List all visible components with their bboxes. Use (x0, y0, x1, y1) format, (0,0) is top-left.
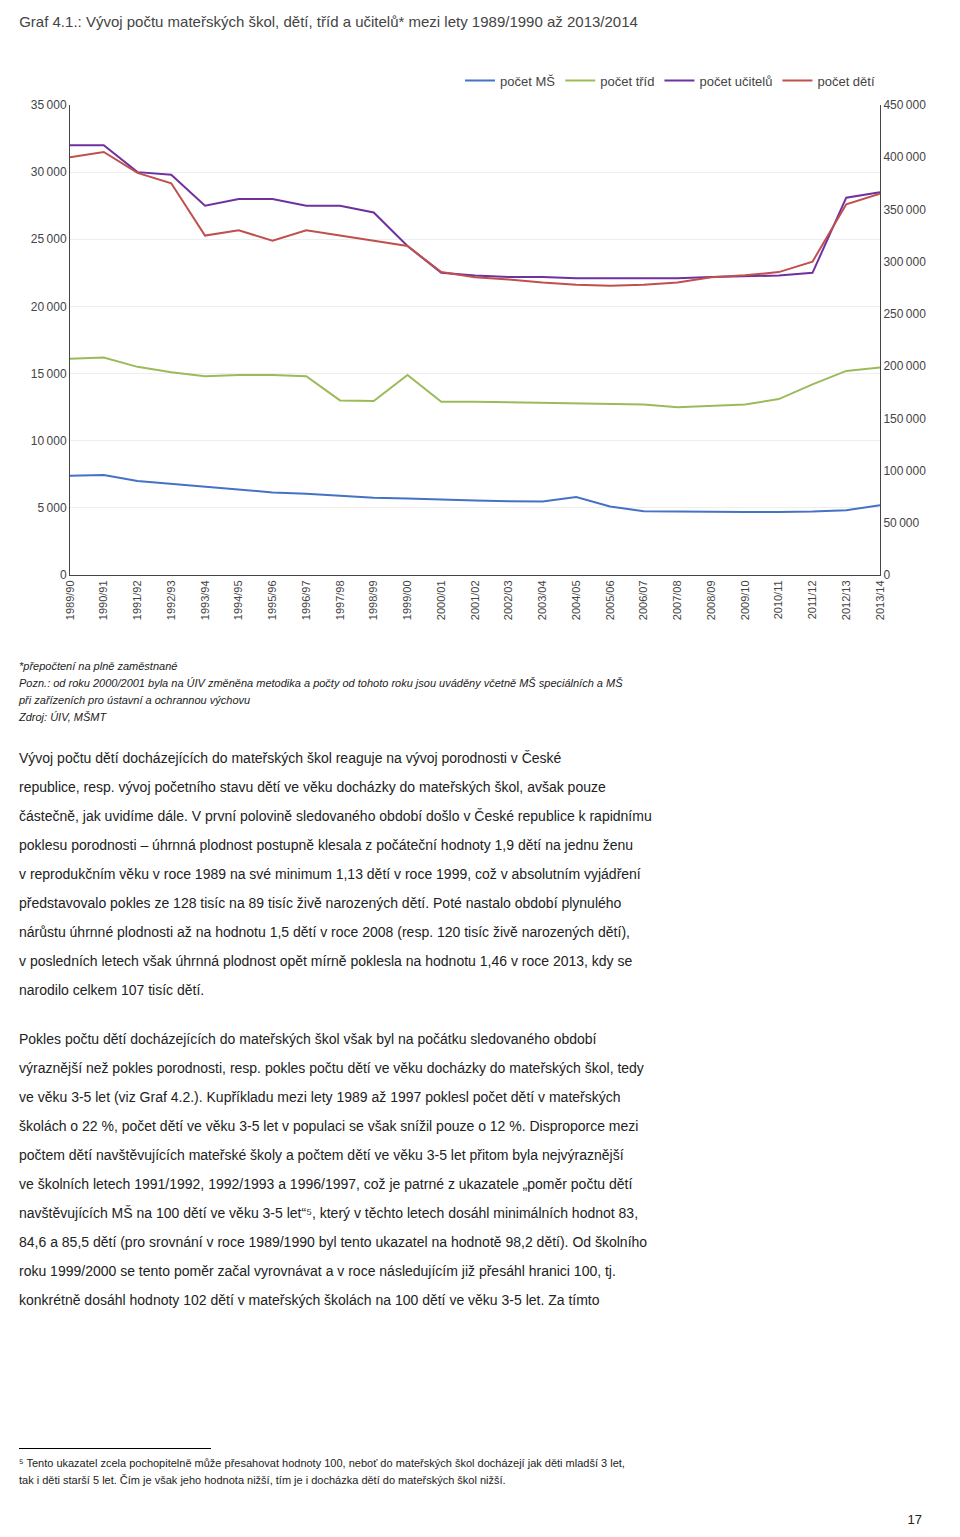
html-text:17: 17 (907, 1512, 922, 1527)
html-text:*přepočtení na plně zaměstnané: *přepočtení na plně zaměstnané (19, 660, 178, 672)
svg-text:10 000: 10 000 (31, 434, 67, 448)
svg-text:15 000: 15 000 (31, 367, 67, 381)
svg-text:1993/94: 1993/94 (199, 580, 211, 620)
svg-text:2008/09: 2008/09 (705, 580, 717, 620)
svg-text:2004/05: 2004/05 (570, 580, 582, 620)
svg-text:1989/90: 1989/90 (64, 580, 76, 620)
html-text:Vývoj počtu dětí docházejících: Vývoj počtu dětí docházejících do mateřs… (19, 750, 562, 766)
svg-text:počet učitelů: počet učitelů (699, 74, 772, 89)
html-text:výraznější než pokles porodnos: výraznější než pokles porodnosti, resp. … (19, 1060, 644, 1076)
svg-text:300 000: 300 000 (883, 255, 926, 269)
svg-text:0: 0 (60, 568, 67, 582)
svg-text:2010/11: 2010/11 (772, 580, 784, 619)
svg-text:2000/01: 2000/01 (435, 580, 447, 620)
html-text:ve věku 3-5 let (viz Graf 4.2.: ve věku 3-5 let (viz Graf 4.2.). Kupříkl… (19, 1089, 621, 1105)
svg-text:100 000: 100 000 (883, 464, 926, 478)
svg-text:250 000: 250 000 (883, 307, 926, 321)
svg-text:počet dětí: počet dětí (817, 74, 874, 89)
html-text:školách o 22 %, počet dětí ve: školách o 22 %, počet dětí ve věku 3-5 l… (19, 1118, 639, 1134)
svg-text:počet MŠ: počet MŠ (500, 74, 555, 89)
html-text:konkrétně dosáhl hodnoty 102 d: konkrétně dosáhl hodnoty 102 dětí v mate… (19, 1292, 600, 1308)
svg-text:25 000: 25 000 (31, 232, 67, 246)
html-text:84,6 a 85,5 dětí (pro srovnání: 84,6 a 85,5 dětí (pro srovnání v roce 19… (19, 1234, 648, 1250)
html-text:republice, resp. vývoj početní: republice, resp. vývoj početního stavu d… (19, 779, 606, 795)
svg-text:1994/95: 1994/95 (232, 580, 244, 620)
svg-text:1999/00: 1999/00 (401, 580, 413, 620)
svg-text:20 000: 20 000 (31, 300, 67, 314)
html-text:narodilo celkem 107 tisíc dětí: narodilo celkem 107 tisíc dětí. (19, 982, 205, 998)
html-text:v reprodukčním věku v roce 198: v reprodukčním věku v roce 1989 na své m… (19, 866, 641, 882)
svg-text:0: 0 (883, 568, 890, 582)
svg-text:2011/12: 2011/12 (806, 580, 818, 619)
svg-text:počet tříd: počet tříd (600, 74, 654, 89)
svg-text:1995/96: 1995/96 (266, 580, 278, 620)
svg-text:2007/08: 2007/08 (671, 580, 683, 620)
svg-text:5 000: 5 000 (37, 501, 66, 515)
svg-text:1998/99: 1998/99 (367, 580, 379, 620)
svg-text:1997/98: 1997/98 (334, 580, 346, 620)
svg-text:450 000: 450 000 (883, 98, 926, 112)
html-text:nárůstu úhrnné plodnosti až na: nárůstu úhrnné plodnosti až na hodnotu 1… (19, 924, 630, 940)
svg-text:1990/91: 1990/91 (97, 580, 109, 620)
html-text:tak i děti starší 5 let. Čím j: tak i děti starší 5 let. Čím je však jeh… (19, 1474, 506, 1486)
svg-text:2003/04: 2003/04 (536, 580, 548, 620)
svg-text:2006/07: 2006/07 (637, 580, 649, 620)
svg-text:1991/92: 1991/92 (131, 580, 143, 620)
svg-text:1992/93: 1992/93 (165, 580, 177, 620)
html-text:částečně, jak uvidíme dále. V: částečně, jak uvidíme dále. V první polo… (19, 808, 652, 824)
html-text:Pokles počtu dětí docházejícíc: Pokles počtu dětí docházejících do mateř… (19, 1031, 597, 1047)
html-text:Zdroj: ÚIV, MŠMT: Zdroj: ÚIV, MŠMT (19, 711, 107, 723)
html-text:počtem dětí navštěvujících mat: počtem dětí navštěvujících mateřské škol… (19, 1147, 624, 1163)
svg-text:1996/97: 1996/97 (300, 580, 312, 620)
html-text:při zařízeních pro ústavní a o: při zařízeních pro ústavní a ochrannou v… (19, 694, 251, 706)
svg-text:2013/14: 2013/14 (874, 580, 886, 620)
svg-text:35 000: 35 000 (31, 98, 67, 112)
svg-text:Graf 4.1.: Vývoj počtu mateřsk: Graf 4.1.: Vývoj počtu mateřských škol, … (19, 13, 638, 30)
html-text:ve školních letech 1991/1992,: ve školních letech 1991/1992, 1992/1993 … (19, 1176, 633, 1192)
svg-text:150 000: 150 000 (883, 412, 926, 426)
html-text:navštěvujících MŠ na 100 dětí: navštěvujících MŠ na 100 dětí ve věku 3-… (19, 1205, 638, 1221)
svg-text:2001/02: 2001/02 (469, 580, 481, 620)
svg-text:200 000: 200 000 (883, 359, 926, 373)
html-text:⁵ Tento ukazatel zcela pochopi: ⁵ Tento ukazatel zcela pochopitelně může… (19, 1457, 625, 1469)
svg-text:2009/10: 2009/10 (739, 580, 751, 620)
svg-text:2012/13: 2012/13 (840, 580, 852, 620)
html-text:Pozn.: od roku 2000/2001 byla: Pozn.: od roku 2000/2001 byla na ÚIV změ… (19, 677, 623, 689)
svg-text:2002/03: 2002/03 (502, 580, 514, 620)
html-text:představovalo pokles ze 128 ti: představovalo pokles ze 128 tisíc na 89 … (19, 895, 622, 911)
svg-text:350 000: 350 000 (883, 203, 926, 217)
svg-text:30 000: 30 000 (31, 165, 67, 179)
html-text:roku 1999/2000 se tento poměr: roku 1999/2000 se tento poměr začal vyro… (19, 1263, 616, 1279)
html-text:v posledních letech však úhrnn: v posledních letech však úhrnná plodnost… (19, 953, 633, 969)
svg-text:2005/06: 2005/06 (604, 580, 616, 620)
svg-text:400 000: 400 000 (883, 150, 926, 164)
html-text:poklesu porodnosti – úhrnná pl: poklesu porodnosti – úhrnná plodnost pos… (19, 837, 634, 853)
svg-text:50 000: 50 000 (883, 516, 919, 530)
